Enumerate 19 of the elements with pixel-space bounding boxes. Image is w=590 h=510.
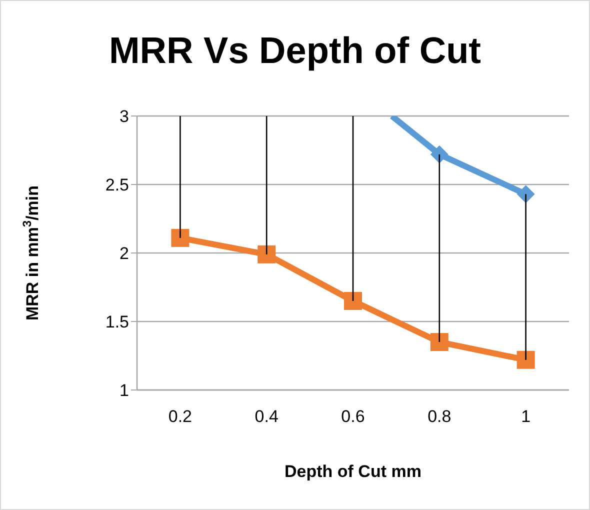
point (430, 333, 448, 352)
point (516, 350, 535, 369)
x-tick-label: 0.8 (428, 407, 452, 426)
point (258, 245, 276, 264)
chart-title: MRR Vs Depth of Cut (108, 30, 482, 72)
x-tick-label: 0.2 (168, 407, 192, 426)
y-tick-label: 2.5 (105, 176, 129, 195)
y-tick-label: 1.5 (105, 312, 129, 332)
x-tick-label: 0.4 (254, 407, 278, 426)
x-axis-title: Depth of Cut mm (284, 462, 422, 482)
x-tick-label: 0.6 (341, 407, 365, 426)
point (171, 228, 190, 247)
y-tick-label: 2 (120, 244, 129, 264)
point (516, 185, 535, 204)
y-tick-label: 3 (120, 107, 129, 126)
y-tick-label: 1 (120, 381, 129, 400)
point (344, 292, 362, 310)
point (430, 145, 448, 164)
x-tick-label: 1 (521, 407, 531, 426)
